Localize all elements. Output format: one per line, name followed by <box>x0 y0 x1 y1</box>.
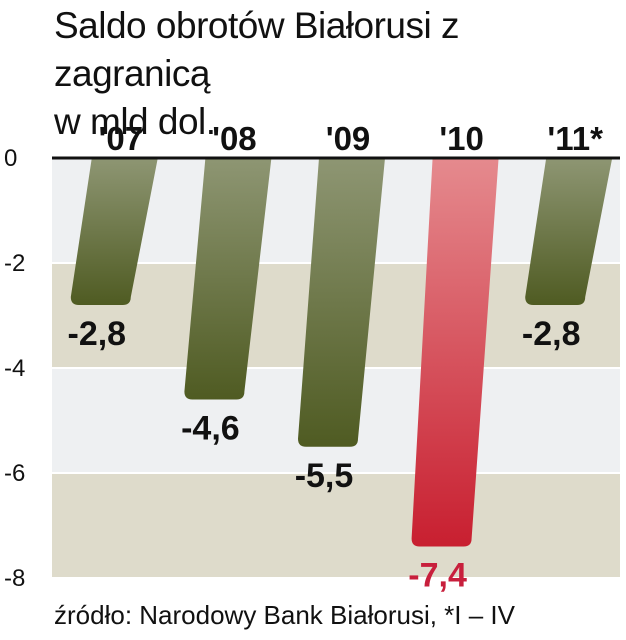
value-label: -2,8 <box>68 315 127 353</box>
chart-title: Saldo obrotów Białorusi z zagranicą w ml… <box>54 2 624 146</box>
category-label: '11* <box>547 120 603 157</box>
y-tick-label: -2 <box>4 250 25 277</box>
background-band <box>52 473 620 578</box>
category-label: '10 <box>439 120 484 157</box>
category-label: '08 <box>212 120 257 157</box>
y-tick-label: -4 <box>4 355 25 382</box>
value-label: -5,5 <box>295 457 354 495</box>
bar-0 <box>70 158 158 305</box>
bar-3 <box>411 158 499 547</box>
y-tick-label: -8 <box>4 565 25 592</box>
value-label: -7,4 <box>408 557 467 595</box>
bar-1 <box>184 158 272 400</box>
chart-title-line-1: Saldo obrotów Białorusi z zagranicą <box>54 5 460 94</box>
source-note: źródło: Narodowy Bank Białorusi, *I – IV <box>54 600 515 630</box>
y-tick-label: -6 <box>4 460 25 487</box>
bar-4 <box>525 158 613 305</box>
bar-2 <box>298 158 385 447</box>
bar-chart: 0 -2 -4 -6 -8 '07 -2,8 '08 -4,6 '09 -5,5 '10 -7,4 '1… <box>4 120 620 595</box>
category-label: '09 <box>326 120 371 157</box>
category-label: '07 <box>99 120 144 157</box>
value-label: -2,8 <box>522 315 581 353</box>
value-label: -4,6 <box>181 410 240 448</box>
chart-title-line-2: w mld dol. <box>54 101 216 142</box>
y-tick-label: 0 <box>4 145 17 172</box>
